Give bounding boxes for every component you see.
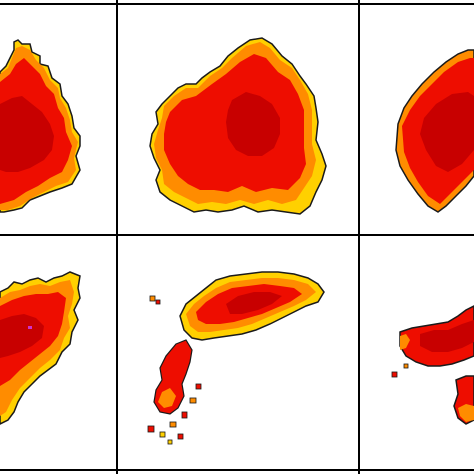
region-dark-red — [0, 96, 54, 172]
region-dark-red — [420, 92, 474, 172]
fragment — [391, 371, 398, 378]
fragment — [181, 411, 188, 419]
panel-r2c3-image — [391, 305, 474, 425]
fragment — [169, 421, 177, 428]
magenta-pixel — [28, 326, 32, 329]
region-dark-red — [420, 320, 474, 352]
fragment — [403, 363, 409, 369]
region-orange — [400, 334, 410, 350]
panel-r1c2-image — [149, 37, 327, 215]
fragment — [177, 433, 184, 440]
fragment — [149, 295, 156, 302]
panel-r1c3-image — [395, 49, 474, 213]
fragment — [189, 397, 197, 404]
region-lower-orange — [458, 404, 474, 422]
panel-r1c1-image — [0, 39, 81, 213]
region-dark-red — [226, 92, 280, 156]
fragment — [159, 431, 166, 438]
fragment — [167, 439, 173, 445]
fragment-trail-orange — [158, 388, 176, 408]
region-dark-red — [0, 314, 44, 358]
fragment — [147, 425, 155, 433]
fragment — [195, 383, 202, 390]
region-dark-red — [226, 292, 282, 314]
panel-r2c2-image — [147, 271, 325, 445]
panel-r2c1-image — [0, 271, 81, 425]
yellow-speck — [74, 280, 78, 284]
fragment — [155, 299, 161, 305]
